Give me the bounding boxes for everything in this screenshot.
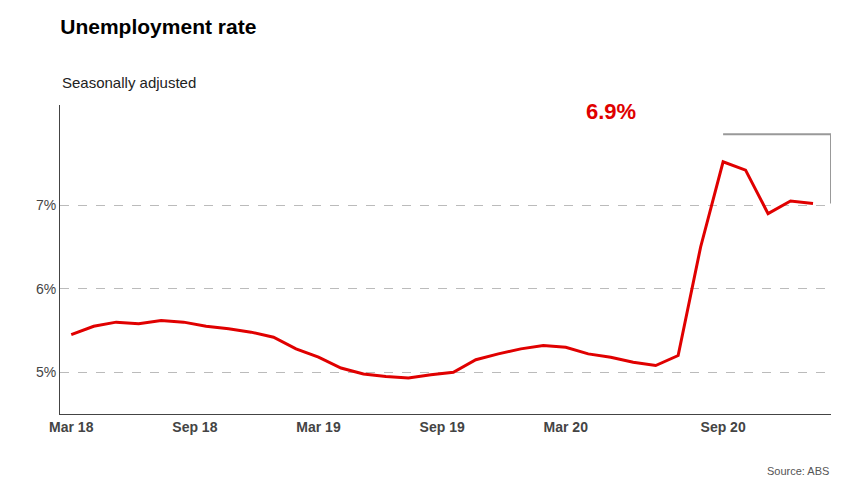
svg-text:5%: 5% <box>36 364 56 380</box>
svg-text:7%: 7% <box>36 197 56 213</box>
svg-text:6.9%: 6.9% <box>586 99 636 124</box>
svg-text:Mar 19: Mar 19 <box>296 419 341 435</box>
svg-text:Sep 18: Sep 18 <box>172 419 217 435</box>
svg-text:Seasonally adjusted: Seasonally adjusted <box>62 74 196 91</box>
svg-text:Mar 20: Mar 20 <box>544 419 589 435</box>
svg-text:6%: 6% <box>36 281 56 297</box>
svg-text:Mar 18: Mar 18 <box>49 419 94 435</box>
svg-text:Sep 19: Sep 19 <box>420 419 465 435</box>
svg-text:Unemployment rate: Unemployment rate <box>60 15 256 38</box>
svg-text:Sep 20: Sep 20 <box>701 419 746 435</box>
svg-text:Source: ABS: Source: ABS <box>767 465 829 477</box>
